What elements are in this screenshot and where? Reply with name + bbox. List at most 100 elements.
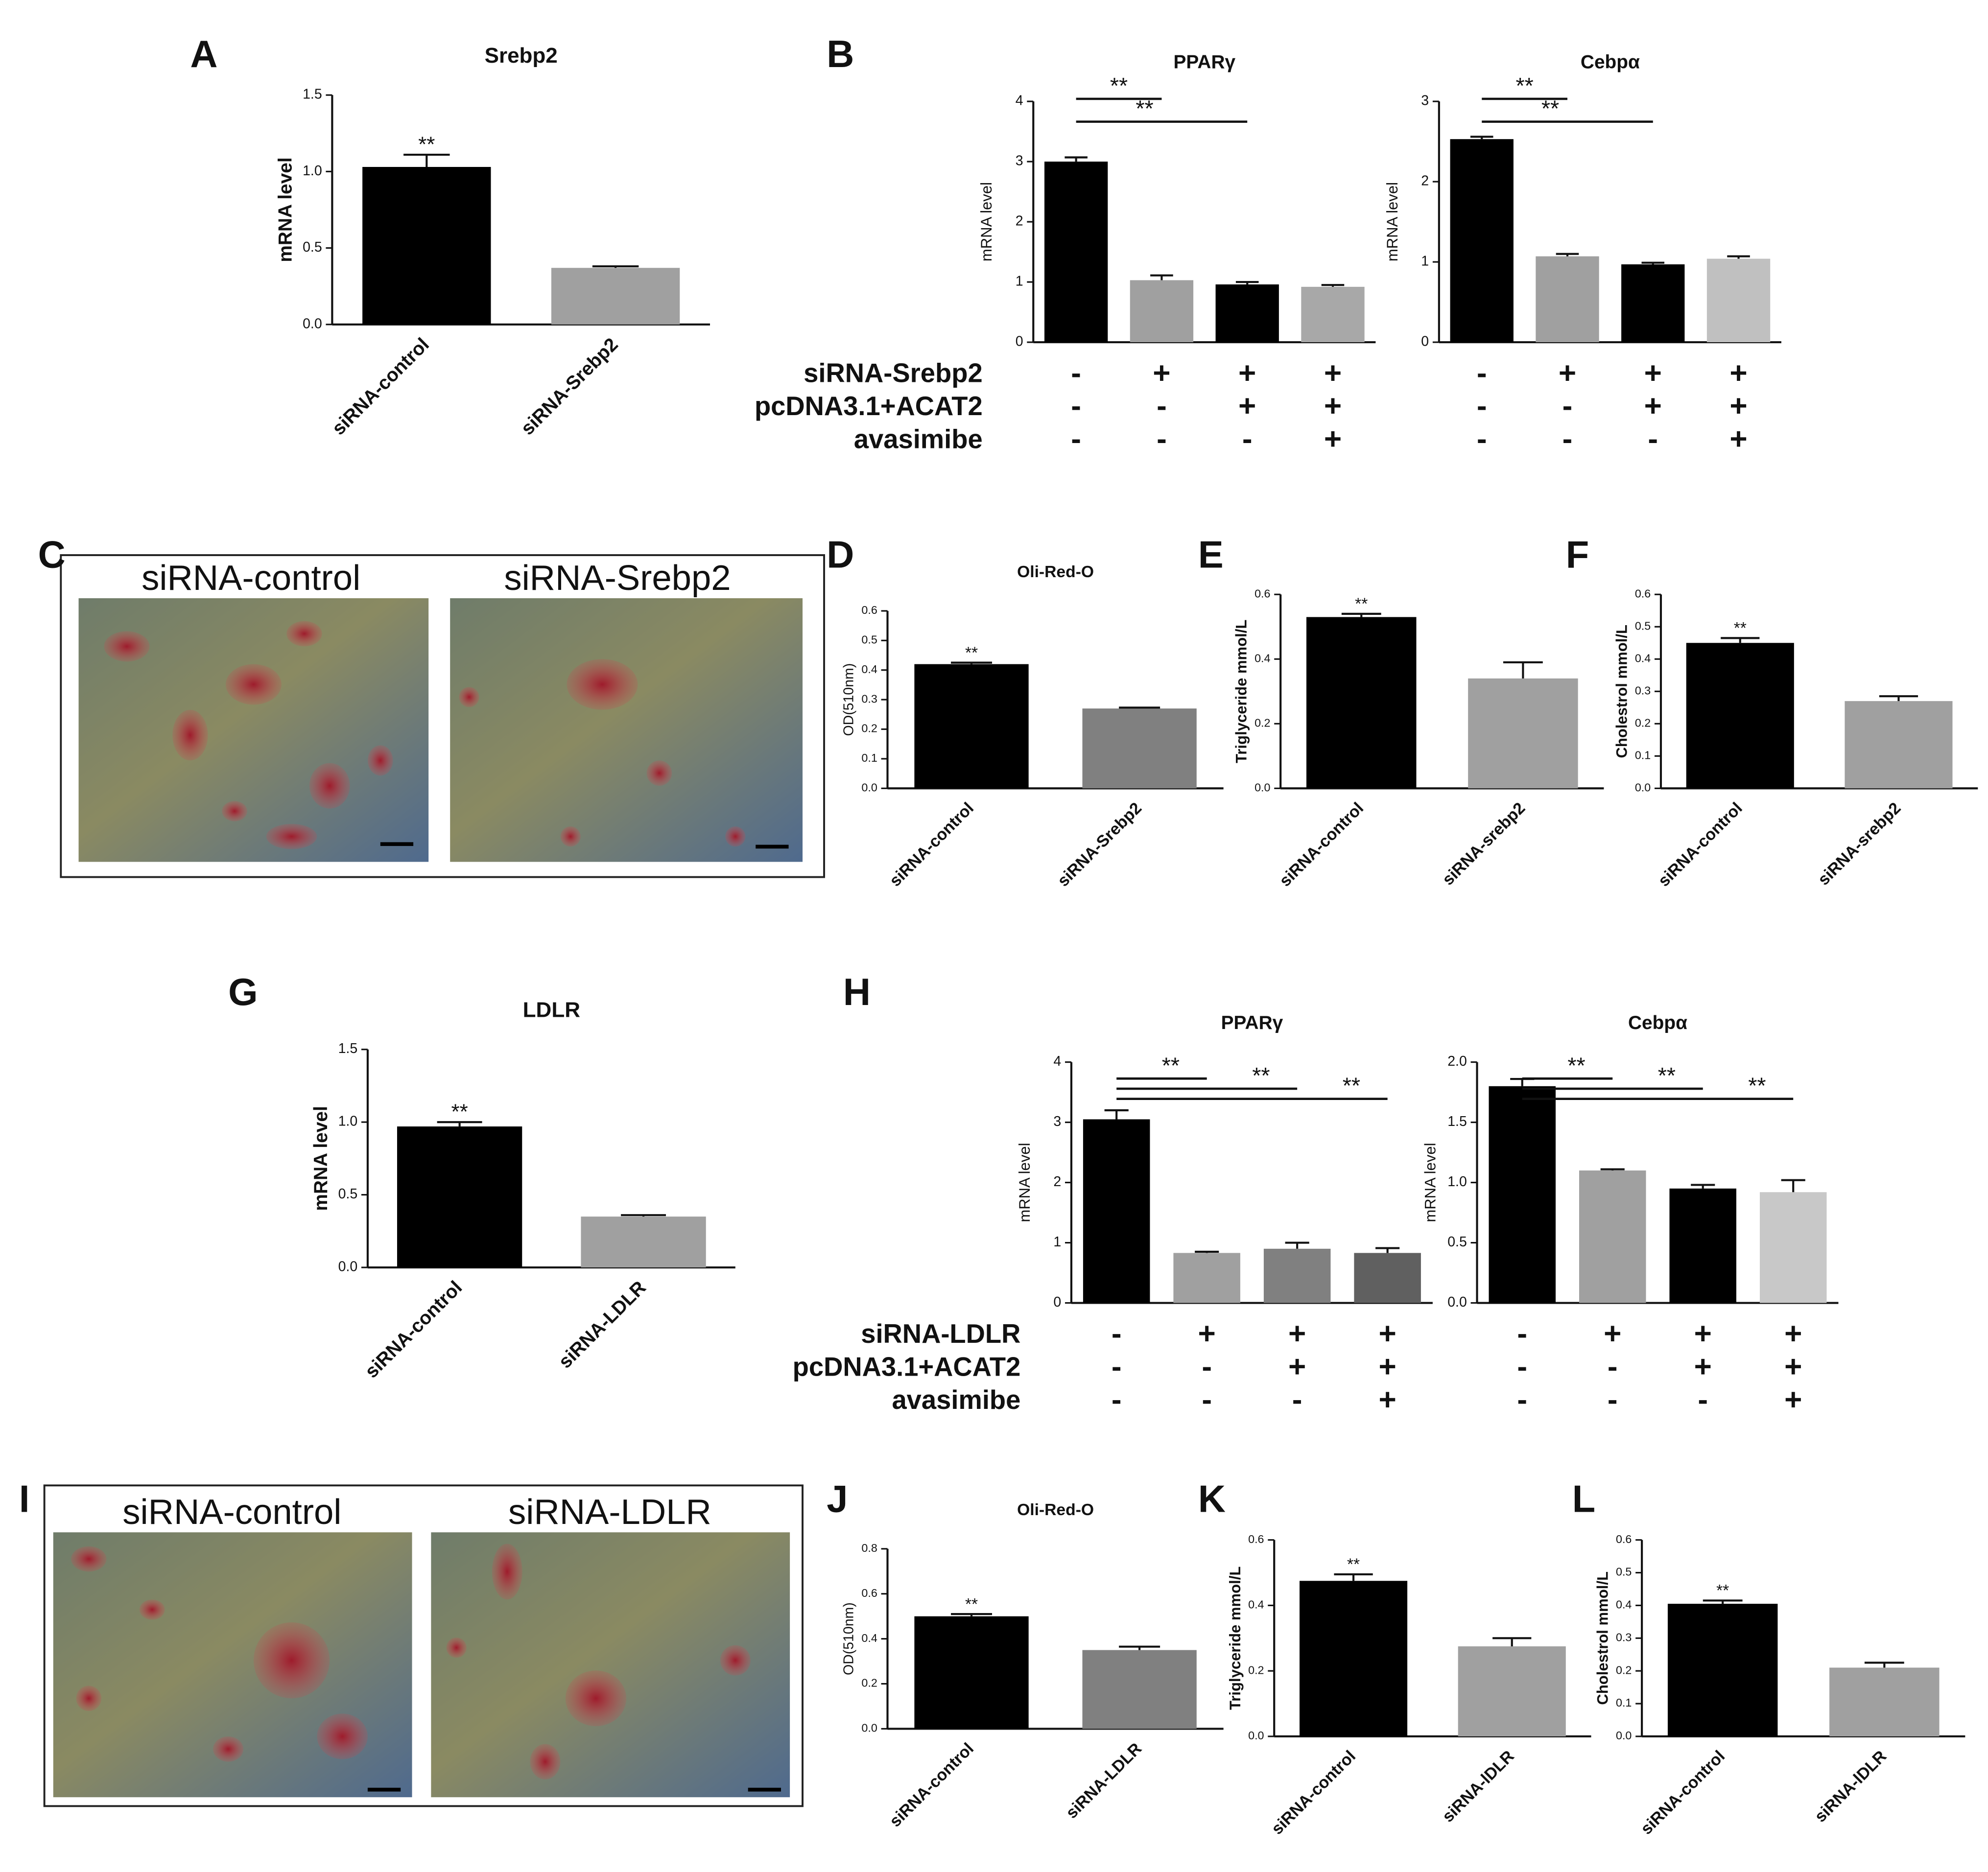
condition-sign: - — [1242, 422, 1253, 456]
y-axis-label: Triglyceride mmol/L — [1227, 1567, 1244, 1710]
condition-sign: + — [1694, 1317, 1712, 1351]
condition-sign: + — [1324, 356, 1342, 390]
bar — [1686, 643, 1794, 789]
condition-sign: - — [1517, 1350, 1527, 1384]
y-tick-label: 2.0 — [1447, 1053, 1467, 1069]
x-tick-label: siRNA-LDLR — [1063, 1739, 1145, 1822]
x-tick-label: siRNA-control — [1276, 799, 1367, 890]
condition-sign: + — [1644, 389, 1662, 423]
image-frame — [60, 554, 825, 878]
condition-label: siRNA-Srebp2 — [804, 358, 983, 388]
condition-sign: + — [1694, 1350, 1712, 1384]
condition-sign: - — [1517, 1383, 1527, 1417]
y-tick-label: 0.2 — [1635, 716, 1651, 729]
significance-label: ** — [451, 1100, 468, 1124]
panel-letter: J — [827, 1478, 848, 1521]
y-tick-label: 1 — [1421, 254, 1429, 269]
bar — [1082, 708, 1197, 789]
panel-letter: L — [1572, 1478, 1595, 1521]
y-tick-label: 0.2 — [861, 722, 877, 735]
x-tick-label: siRNA-LDLR — [555, 1277, 650, 1372]
panel-letter: B — [827, 33, 854, 75]
y-tick-label: 0.4 — [1616, 1598, 1632, 1611]
condition-sign: - — [1648, 422, 1658, 456]
panel-letter: I — [19, 1478, 30, 1521]
chart-title: LDLR — [523, 998, 580, 1022]
condition-sign: - — [1608, 1350, 1618, 1384]
x-tick-label: siRNA-control — [886, 799, 977, 890]
x-tick-label: siRNA-srebp2 — [1815, 799, 1904, 889]
y-tick-label: 0.6 — [861, 604, 877, 616]
bar — [1845, 701, 1953, 789]
panel-letter: D — [827, 534, 854, 576]
condition-label: pcDNA3.1+ACAT2 — [793, 1352, 1021, 1382]
condition-sign: - — [1112, 1317, 1122, 1351]
chart-title: Cebpα — [1581, 52, 1640, 73]
y-tick-label: 0.0 — [1248, 1729, 1264, 1742]
bar — [1263, 1248, 1331, 1303]
x-tick-label: siRNA-control — [886, 1739, 977, 1830]
y-tick-label: 1.0 — [303, 163, 322, 179]
y-tick-label: 1.0 — [338, 1114, 358, 1129]
y-tick-label: 1.5 — [338, 1041, 358, 1056]
y-tick-label: 0.5 — [303, 239, 322, 255]
significance-label: ** — [1716, 1582, 1729, 1600]
significance-label: ** — [418, 133, 435, 157]
condition-sign: - — [1477, 356, 1487, 390]
bar — [1083, 1119, 1150, 1303]
condition-sign: - — [1517, 1317, 1527, 1351]
y-tick-label: 0.5 — [861, 633, 877, 646]
condition-sign: - — [1608, 1383, 1618, 1417]
bar — [1706, 258, 1771, 343]
bar — [914, 664, 1029, 789]
y-axis-label: mRNA level — [1422, 1143, 1439, 1222]
panel-letter: C — [38, 534, 66, 576]
condition-label: pcDNA3.1+ACAT2 — [755, 391, 983, 421]
y-tick-label: 0.0 — [338, 1259, 358, 1275]
condition-sign: + — [1238, 389, 1256, 423]
bar — [1829, 1667, 1940, 1736]
significance-label: ** — [1748, 1073, 1766, 1099]
y-tick-label: 0.4 — [1635, 652, 1651, 664]
y-tick-label: 3 — [1421, 93, 1429, 109]
micrograph — [450, 598, 803, 862]
image-label: siRNA-control — [122, 1492, 341, 1532]
y-tick-label: 0.1 — [861, 751, 877, 764]
image-label: siRNA-control — [142, 558, 360, 598]
x-tick-label: siRNA-control — [1637, 1747, 1728, 1838]
y-tick-label: 0 — [1053, 1294, 1061, 1310]
condition-sign: + — [1379, 1383, 1396, 1417]
micrograph — [53, 1532, 412, 1798]
y-tick-label: 1 — [1053, 1234, 1061, 1250]
y-tick-label: 0.0 — [1635, 781, 1651, 794]
image-label: siRNA-LDLR — [508, 1492, 711, 1532]
y-tick-label: 0.5 — [1616, 1566, 1632, 1578]
y-tick-label: 0.6 — [1248, 1533, 1264, 1545]
panel-letter: H — [843, 971, 871, 1013]
significance-label: ** — [1343, 1073, 1360, 1099]
bar — [581, 1217, 706, 1268]
y-tick-label: 0.0 — [1254, 781, 1270, 794]
bar — [1458, 1646, 1566, 1736]
bar — [362, 167, 491, 325]
condition-sign: - — [1112, 1383, 1122, 1417]
y-tick-label: 0.2 — [861, 1677, 877, 1689]
y-tick-label: 0.5 — [338, 1186, 358, 1202]
bar — [1301, 286, 1365, 343]
y-axis-label: Cholestrol mmol/L — [1594, 1571, 1611, 1705]
y-tick-label: 0.4 — [861, 663, 877, 676]
x-tick-label: siRNA-Srebp2 — [1054, 799, 1145, 890]
condition-sign: - — [1157, 389, 1167, 423]
y-tick-label: 0.0 — [1616, 1729, 1632, 1742]
y-tick-label: 0.6 — [1635, 587, 1651, 600]
condition-sign: - — [1112, 1350, 1122, 1384]
micrograph — [78, 598, 429, 862]
y-tick-label: 4 — [1016, 93, 1023, 109]
chart-title: Oli-Red-O — [1017, 563, 1094, 581]
condition-sign: + — [1559, 356, 1576, 390]
y-tick-label: 0.2 — [1248, 1663, 1264, 1676]
condition-sign: - — [1071, 389, 1081, 423]
y-tick-label: 1 — [1016, 274, 1023, 289]
x-tick-label: siRNA-lDLR — [1811, 1747, 1890, 1826]
panel-letter: K — [1198, 1478, 1226, 1521]
